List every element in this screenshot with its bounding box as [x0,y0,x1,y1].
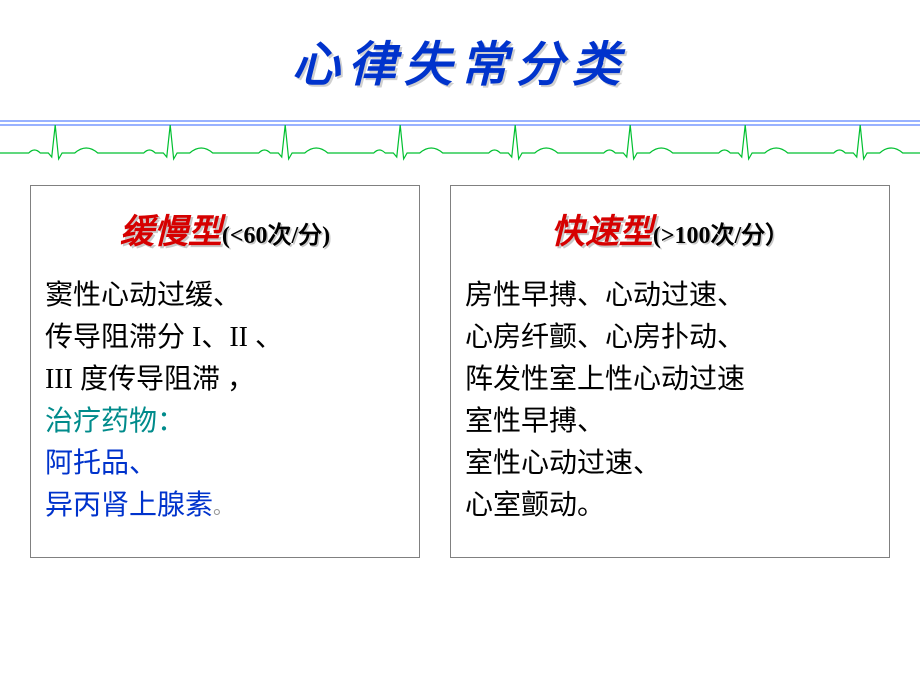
fast-line: 心房纤颤、心房扑动、 [465,317,875,359]
page-title: 心律失常分类 [0,0,920,95]
slow-line: 窦性心动过缓、 [45,275,405,317]
fast-type-header: 快速型(>100次/分） [465,204,875,253]
slow-line: III 度传导阻滞 ， [45,359,405,401]
drug-text: 异丙肾上腺素 [45,490,213,521]
ecg-waveform [0,115,920,175]
fast-line: 心室颤动。 [465,485,875,527]
slow-type-box: 缓慢型(<60次/分) 窦性心动过缓、 传导阻滞分 I、II 、 III 度传导… [30,185,420,558]
trailing-dot: 。 [213,497,233,519]
fast-type-label: 快速型 [551,214,653,251]
fast-line: 室性早搏、 [465,401,875,443]
drug-line: 阿托品、 [45,443,405,485]
fast-type-rate: (>100次/分） [653,223,789,249]
fast-line: 室性心动过速、 [465,443,875,485]
fast-line: 房性早搏、心动过速、 [465,275,875,317]
slow-line: 传导阻滞分 I、II 、 [45,317,405,359]
treatment-label: 治疗药物： [45,401,405,443]
ecg-divider [0,115,920,175]
fast-line: 阵发性室上性心动过速 [465,359,875,401]
slow-type-header: 缓慢型(<60次/分) [45,204,405,253]
slow-type-label: 缓慢型 [120,214,222,251]
slow-type-rate: (<60次/分) [222,223,330,249]
fast-type-box: 快速型(>100次/分） 房性早搏、心动过速、 心房纤颤、心房扑动、 阵发性室上… [450,185,890,558]
drug-line: 异丙肾上腺素。 [45,485,405,527]
columns-wrapper: 缓慢型(<60次/分) 窦性心动过缓、 传导阻滞分 I、II 、 III 度传导… [30,185,890,558]
